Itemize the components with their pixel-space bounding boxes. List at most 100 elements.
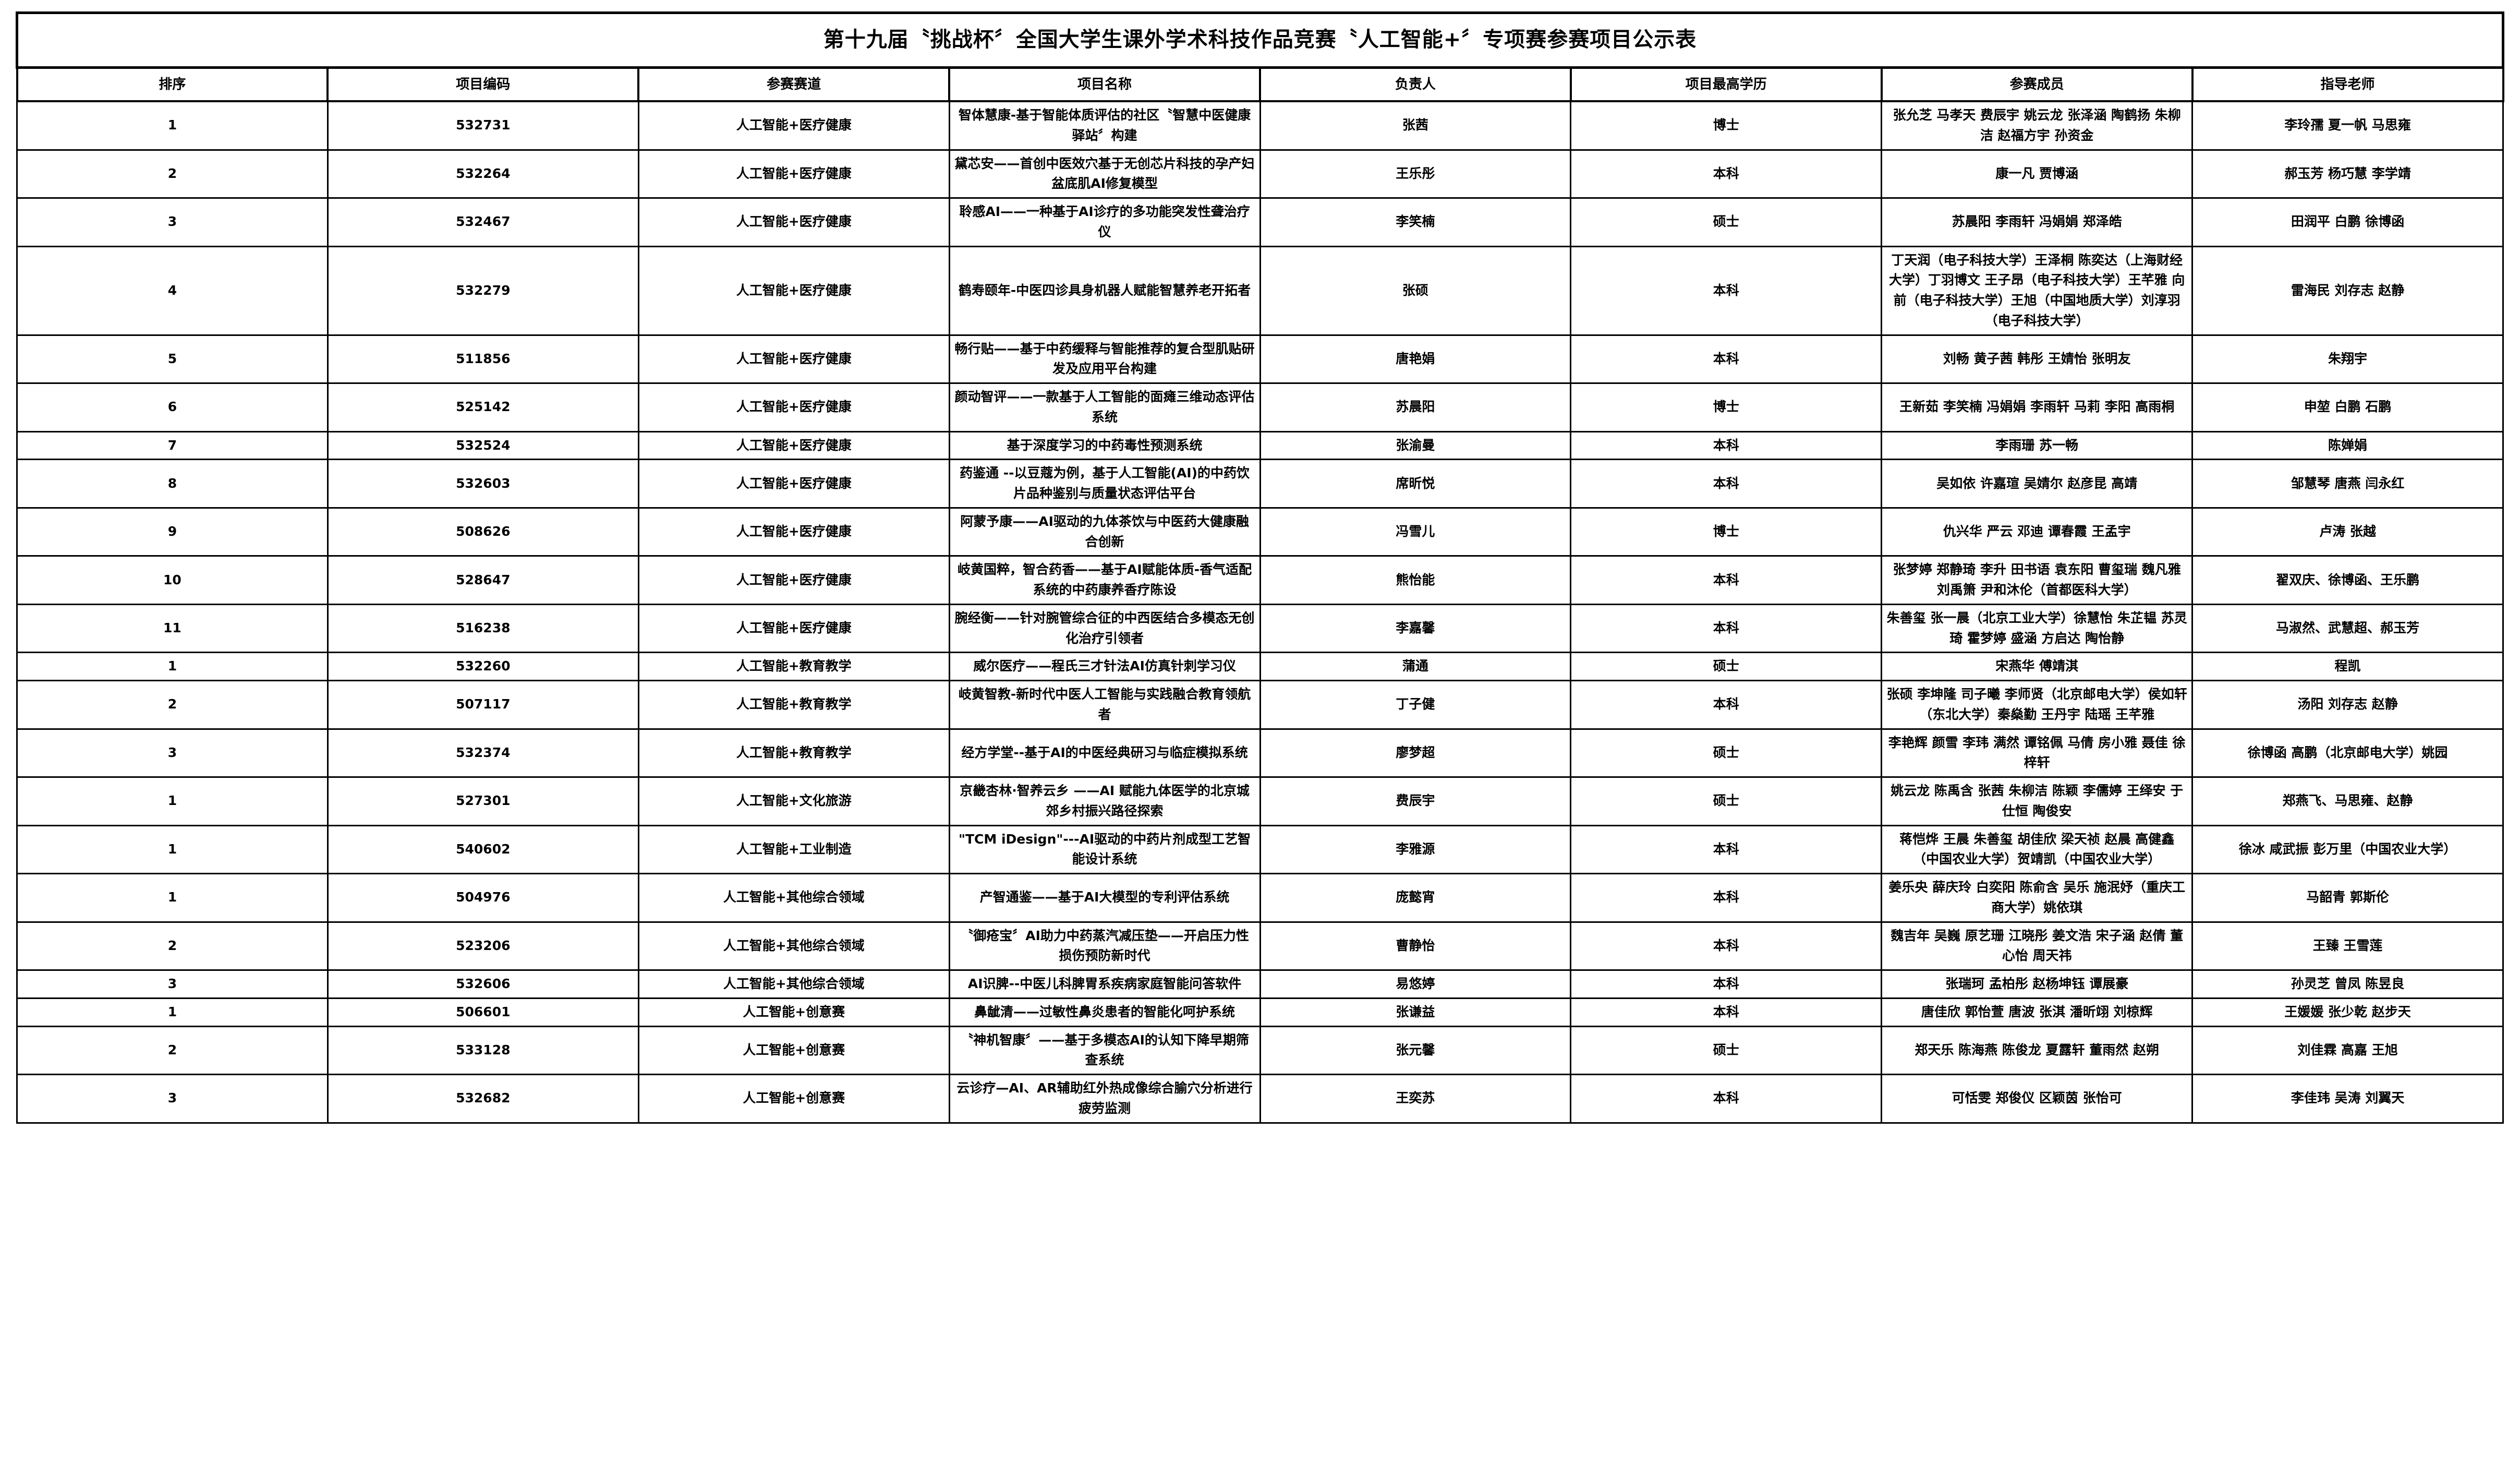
cell-leader: 苏晨阳 — [1259, 382, 1572, 432]
cell-degree: 本科 — [1570, 459, 1883, 509]
cell-leader: 张元馨 — [1259, 1025, 1572, 1075]
cell-leader: 王奕苏 — [1259, 1074, 1572, 1124]
cell-members: 姜乐央 薛庆玲 白奕阳 陈俞含 吴乐 施泯妤（重庆工商大学）姚依琪 — [1881, 873, 2194, 923]
cell-mentor: 朱翔宇 — [2191, 334, 2504, 384]
cell-members: 可恬雯 郑俊仪 区颖茵 张怡可 — [1881, 1074, 2194, 1124]
table-row: 6 525142 人工智能+医疗健康 颜动智评——一款基于人工智能的面瘫三维动态评估系… — [16, 382, 2504, 432]
cell-track: 人工智能+医疗健康 — [637, 197, 950, 247]
cell-track: 人工智能+医疗健康 — [637, 459, 950, 509]
cell-project-name: 畅行贴——基于中药缓释与智能推荐的复合型肌贴研发及应用平台构建 — [948, 334, 1261, 384]
cell-mentor: 陈婵娟 — [2191, 430, 2504, 461]
cell-mentor: 刘佳霖 高嘉 王旭 — [2191, 1025, 2504, 1075]
cell-rank: 4 — [16, 245, 329, 336]
cell-mentor: 王臻 王雪莲 — [2191, 921, 2504, 971]
cell-members: 宋燕华 傅靖淇 — [1881, 652, 2194, 681]
cell-project-name: 〝神机智康〞——基于多模态AI的认知下降早期筛查系统 — [948, 1025, 1261, 1075]
cell-degree: 硕士 — [1570, 197, 1883, 247]
cell-code: 527301 — [326, 776, 639, 826]
cell-degree: 博士 — [1570, 507, 1883, 557]
cell-degree: 本科 — [1570, 824, 1883, 874]
cell-code: 532279 — [326, 245, 639, 336]
cell-leader: 李嘉馨 — [1259, 603, 1572, 654]
cell-rank: 1 — [16, 997, 329, 1027]
table-row: 8 532603 人工智能+医疗健康 药鉴通 --以豆蔻为例，基于人工智能(AI)的中… — [16, 459, 2504, 509]
cell-members: 苏晨阳 李雨轩 冯娟娟 郑泽皓 — [1881, 197, 2194, 247]
column-header-name: 项目名称 — [948, 66, 1261, 102]
cell-mentor: 汤阳 刘存志 赵静 — [2191, 680, 2504, 730]
cell-members: 吴如依 许嘉瑄 吴婧尔 赵彦昆 高靖 — [1881, 459, 2194, 509]
table-row: 10 528647 人工智能+医疗健康 岐黄国粹，智合药香——基于AI赋能体质-香气适… — [16, 555, 2504, 605]
cell-code: 508626 — [326, 507, 639, 557]
cell-mentor: 李玲孺 夏一帆 马思雍 — [2191, 100, 2504, 151]
table-row: 2 523206 人工智能+其他综合领域 〝御疮宝〞AI助力中药蒸汽减压垫——开启压力… — [16, 921, 2504, 971]
cell-leader: 王乐彤 — [1259, 149, 1572, 199]
cell-code: 504976 — [326, 873, 639, 923]
cell-members: 张硕 李坤隆 司子曦 李师贤（北京邮电大学）侯如轩（东北大学）秦燊勤 王丹宇 陆… — [1881, 680, 2194, 730]
title-row: 第十九届〝挑战杯〞全国大学生课外学术科技作品竞赛〝人工智能+〞专项赛参赛项目公示… — [16, 11, 2504, 69]
cell-members: 康一凡 贾博涵 — [1881, 149, 2194, 199]
cell-project-name: 鼻龇清——过敏性鼻炎患者的智能化呵护系统 — [948, 997, 1261, 1027]
cell-rank: 2 — [16, 921, 329, 971]
cell-degree: 本科 — [1570, 245, 1883, 336]
cell-track: 人工智能+创意赛 — [637, 1074, 950, 1124]
cell-project-name: 聆感AI——一种基于AI诊疗的多功能突发性聋治疗仪 — [948, 197, 1261, 247]
cell-project-name: 鹤寿颐年-中医四诊具身机器人赋能智慧养老开拓者 — [948, 245, 1261, 336]
cell-degree: 本科 — [1570, 873, 1883, 923]
cell-rank: 6 — [16, 382, 329, 432]
table-row: 2 533128 人工智能+创意赛 〝神机智康〞——基于多模态AI的认知下降早期筛查系… — [16, 1025, 2504, 1075]
cell-track: 人工智能+医疗健康 — [637, 603, 950, 654]
column-header-leader: 负责人 — [1259, 66, 1572, 102]
cell-leader: 熊怡能 — [1259, 555, 1572, 605]
cell-rank: 1 — [16, 100, 329, 151]
cell-track: 人工智能+医疗健康 — [637, 149, 950, 199]
table-row: 3 532467 人工智能+医疗健康 聆感AI——一种基于AI诊疗的多功能突发性聋治疗… — [16, 197, 2504, 247]
cell-members: 朱善玺 张一晨（北京工业大学）徐慧怡 朱芷韫 苏灵琦 霍梦婷 盛涵 方启达 陶怡… — [1881, 603, 2194, 654]
cell-rank: 3 — [16, 1074, 329, 1124]
cell-track: 人工智能+医疗健康 — [637, 100, 950, 151]
table-row: 5 511856 人工智能+医疗健康 畅行贴——基于中药缓释与智能推荐的复合型肌贴研发… — [16, 334, 2504, 384]
project-disclosure-table: 第十九届〝挑战杯〞全国大学生课外学术科技作品竞赛〝人工智能+〞专项赛参赛项目公示… — [16, 11, 2504, 1124]
cell-degree: 博士 — [1570, 382, 1883, 432]
cell-mentor: 徐博函 高鹏（北京邮电大学）姚园 — [2191, 728, 2504, 778]
cell-leader: 庞懿宵 — [1259, 873, 1572, 923]
cell-project-name: "TCM iDesign"---AI驱动的中药片剂成型工艺智能设计系统 — [948, 824, 1261, 874]
column-header-members: 参赛成员 — [1880, 66, 2194, 102]
cell-members: 王新茹 李笑楠 冯娟娟 李雨轩 马莉 李阳 高雨桐 — [1881, 382, 2194, 432]
cell-code: 532682 — [326, 1074, 639, 1124]
table-row: 1 532260 人工智能+教育教学 威尔医疗——程氏三才针法AI仿真针刺学习仪 蒲通硕… — [16, 652, 2504, 681]
cell-project-name: 岐黄国粹，智合药香——基于AI赋能体质-香气适配系统的中药康养香疗陈设 — [948, 555, 1261, 605]
column-header-degree: 项目最高学历 — [1569, 66, 1883, 102]
cell-track: 人工智能+创意赛 — [637, 997, 950, 1027]
cell-mentor: 程凯 — [2191, 652, 2504, 681]
cell-members: 刘畅 黄子茜 韩彤 王婧怡 张明友 — [1881, 334, 2194, 384]
cell-code: 532603 — [326, 459, 639, 509]
cell-leader: 蒲通 — [1259, 652, 1572, 681]
table-row: 1 540602 人工智能+工业制造 "TCM iDesign"---AI驱动的中药片… — [16, 824, 2504, 874]
cell-project-name: 药鉴通 --以豆蔻为例，基于人工智能(AI)的中药饮片品种鉴别与质量状态评估平台 — [948, 459, 1261, 509]
cell-degree: 本科 — [1570, 149, 1883, 199]
cell-members: 蒋恺烨 王晨 朱善玺 胡佳欣 梁天祯 赵晨 高健鑫（中国农业大学）贺靖凯（中国农… — [1881, 824, 2194, 874]
cell-code: 511856 — [326, 334, 639, 384]
cell-rank: 1 — [16, 776, 329, 826]
cell-rank: 3 — [16, 728, 329, 778]
cell-code: 507117 — [326, 680, 639, 730]
cell-degree: 本科 — [1570, 680, 1883, 730]
table-row: 3 532606 人工智能+其他综合领域 AI识脾--中医儿科脾胃系疾病家庭智能问答软… — [16, 969, 2504, 999]
cell-mentor: 徐冰 咸武振 彭万里（中国农业大学） — [2191, 824, 2504, 874]
cell-project-name: 阿蒙予康——AI驱动的九体茶饮与中医药大健康融合创新 — [948, 507, 1261, 557]
cell-track: 人工智能+医疗健康 — [637, 430, 950, 461]
table-row: 2 532264 人工智能+医疗健康 黛芯安——首创中医效穴基于无创芯片科技的孕产妇盆… — [16, 149, 2504, 199]
cell-project-name: AI识脾--中医儿科脾胃系疾病家庭智能问答软件 — [948, 969, 1261, 999]
cell-leader: 席昕悦 — [1259, 459, 1572, 509]
cell-track: 人工智能+文化旅游 — [637, 776, 950, 826]
cell-members: 郑天乐 陈海燕 陈俊龙 夏露轩 董雨然 赵朔 — [1881, 1025, 2194, 1075]
cell-code: 532606 — [326, 969, 639, 999]
table-row: 1 532731 人工智能+医疗健康 智体慧康-基于智能体质评估的社区〝智慧中医健康驿… — [16, 100, 2504, 151]
cell-project-name: 产智通鉴——基于AI大模型的专利评估系统 — [948, 873, 1261, 923]
cell-code: 540602 — [326, 824, 639, 874]
table-row: 3 532374 人工智能+教育教学 经方学堂--基于AI的中医经典研习与临症模拟系统… — [16, 728, 2504, 778]
cell-project-name: 京畿杏林·智养云乡 ——AI 赋能九体医学的北京城郊乡村振兴路径探索 — [948, 776, 1261, 826]
cell-code: 532260 — [326, 652, 639, 681]
cell-rank: 2 — [16, 1025, 329, 1075]
cell-members: 仇兴华 严云 邓迪 谭春霞 王孟宇 — [1881, 507, 2194, 557]
